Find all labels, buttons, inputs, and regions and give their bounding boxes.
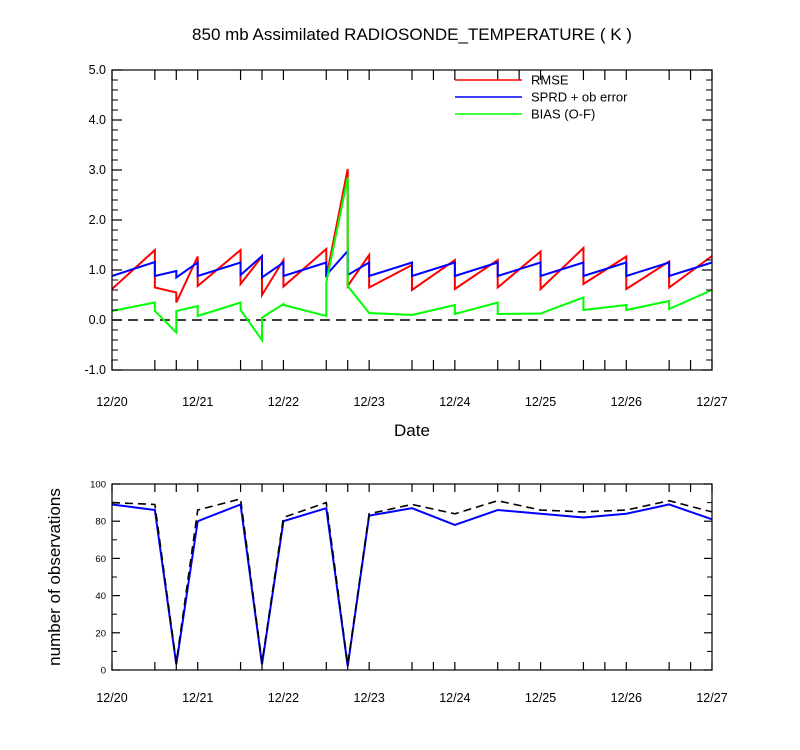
bottom-series-group [111, 497, 713, 667]
chart-title: 850 mb Assimilated RADIOSONDE_TEMPERATUR… [192, 25, 632, 44]
series-line-bias-o-f [111, 177, 713, 344]
y-tick-label: 1.0 [89, 263, 106, 277]
x-tick-label: 12/23 [354, 691, 385, 705]
x-tick-label: 12/25 [525, 395, 556, 409]
x-tick-label: 12/26 [611, 691, 642, 705]
legend: RMSE SPRD + ob error BIAS (O-F) [455, 73, 628, 122]
bias-rmse-chart: 850 mb Assimilated RADIOSONDE_TEMPERATUR… [84, 25, 727, 440]
y-tick-label: 0.0 [89, 313, 106, 327]
legend-label: RMSE [531, 73, 569, 88]
y-tick-label: 4.0 [89, 113, 106, 127]
y-tick-label: 100 [90, 480, 106, 491]
series-line-sprd-ob-error [111, 248, 713, 280]
legend-label: BIAS (O-F) [531, 107, 595, 122]
y-tick-label: 40 [95, 591, 106, 602]
x-tick-label: 12/27 [696, 395, 727, 409]
series-line-rmse [111, 168, 713, 303]
plot-frame [111, 69, 713, 371]
x-tick-label: 12/20 [96, 395, 127, 409]
series-line-possible [111, 497, 713, 665]
y-tick-label: -1.0 [84, 363, 106, 377]
x-tick-label: 12/22 [268, 395, 299, 409]
x-tick-label: 12/20 [96, 691, 127, 705]
y-tick-label: 80 [95, 517, 106, 528]
x-tick-label: 12/22 [268, 691, 299, 705]
x-tick-label: 12/23 [354, 395, 385, 409]
top-axes: 12/20 12/21 12/22 12/23 12/24 12/25 12/26 12/27… [84, 63, 727, 409]
x-tick-label: 12/27 [696, 691, 727, 705]
x-tick-label: 12/21 [182, 691, 213, 705]
y-tick-label: 3.0 [89, 163, 106, 177]
plot-frame [111, 483, 713, 671]
x-tick-label: 12/26 [611, 395, 642, 409]
legend-label: SPRD + ob error [531, 90, 628, 105]
x-axis-title: Date [394, 421, 430, 440]
bottom-axes: 12/20 12/21 12/22 12/23 12/24 12/25 12/26 12/27… [90, 480, 728, 706]
observation-count-chart: 12/20 12/21 12/22 12/23 12/24 12/25 12/26 12/27… [45, 480, 728, 706]
series-line-assimilated [111, 503, 713, 667]
y-tick-label: 2.0 [89, 213, 106, 227]
x-tick-label: 12/24 [439, 395, 470, 409]
y-tick-label: 5.0 [89, 63, 106, 77]
top-series-group [111, 168, 713, 344]
x-tick-label: 12/24 [439, 691, 470, 705]
y-tick-label: 0 [101, 666, 106, 677]
y-tick-label: 20 [95, 628, 106, 639]
y-axis-title: number of observations [45, 488, 64, 666]
x-tick-label: 12/25 [525, 691, 556, 705]
y-tick-label: 60 [95, 554, 106, 565]
x-tick-label: 12/21 [182, 395, 213, 409]
